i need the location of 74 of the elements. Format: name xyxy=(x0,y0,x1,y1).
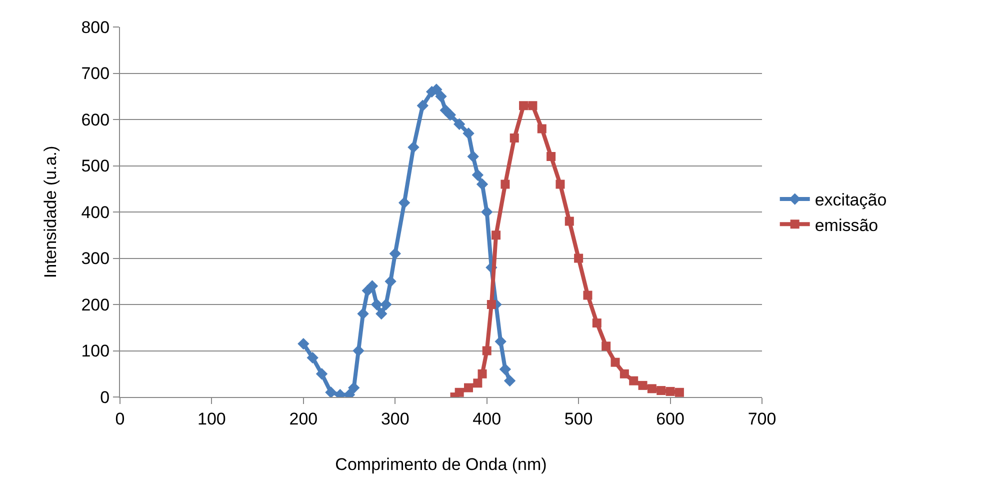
point xyxy=(462,128,474,140)
point xyxy=(556,180,565,189)
y-tick-label: 100 xyxy=(81,342,110,361)
point xyxy=(537,124,546,134)
point xyxy=(656,386,666,396)
point xyxy=(504,374,516,387)
point xyxy=(408,141,420,154)
x-tick-label: 500 xyxy=(564,409,593,428)
y-tick-label: 700 xyxy=(81,64,110,84)
point xyxy=(416,100,429,112)
y-tick-label: 300 xyxy=(81,249,110,268)
y-tick-label: 600 xyxy=(81,110,110,130)
point xyxy=(494,336,506,348)
point xyxy=(583,290,592,300)
x-tick-label: 100 xyxy=(198,409,226,428)
point xyxy=(464,383,474,392)
x-tick-label: 400 xyxy=(472,409,502,428)
point xyxy=(384,276,396,288)
x-tick-label: 700 xyxy=(748,409,776,428)
point xyxy=(298,338,310,350)
point xyxy=(454,388,464,397)
point xyxy=(499,363,512,376)
point xyxy=(376,308,388,320)
x-tick-label: 200 xyxy=(289,409,318,428)
y-tick-label: 200 xyxy=(81,295,110,314)
point xyxy=(316,368,328,380)
point xyxy=(473,378,482,388)
point xyxy=(325,386,337,397)
y-axis-title: Intensidade (u.a.) xyxy=(40,146,60,278)
legend-label: excitação xyxy=(814,190,887,210)
point xyxy=(380,298,392,310)
point xyxy=(629,376,638,386)
point xyxy=(500,180,510,189)
point xyxy=(467,150,479,162)
point xyxy=(620,369,629,378)
x-tick-label: 0 xyxy=(115,409,125,428)
point xyxy=(492,230,501,240)
y-tick-label: 800 xyxy=(81,18,110,37)
point xyxy=(486,300,496,309)
point xyxy=(592,318,602,328)
point xyxy=(674,388,684,397)
legend-label: emissão xyxy=(814,216,878,235)
point xyxy=(435,90,447,102)
x-axis-title: Comprimento de Onda (nm) xyxy=(335,454,547,474)
point xyxy=(370,298,383,310)
x-tick-label: 600 xyxy=(656,409,684,428)
point xyxy=(453,118,466,130)
point xyxy=(574,254,584,263)
point xyxy=(510,134,519,142)
point xyxy=(476,178,488,190)
point xyxy=(348,382,360,394)
y-tick-label: 500 xyxy=(81,156,110,176)
point xyxy=(546,152,556,161)
point xyxy=(638,380,648,390)
point xyxy=(472,169,484,181)
point xyxy=(389,248,401,260)
point xyxy=(357,308,369,320)
point xyxy=(666,386,675,396)
point xyxy=(398,196,410,209)
point xyxy=(610,358,620,367)
point xyxy=(352,344,364,357)
point xyxy=(564,216,574,226)
y-tick-label: 0 xyxy=(100,388,110,407)
y-tick-label: 400 xyxy=(81,202,110,222)
point xyxy=(444,109,456,121)
point xyxy=(602,342,611,351)
point xyxy=(528,101,538,110)
point xyxy=(306,352,318,364)
point xyxy=(519,101,528,110)
point xyxy=(647,384,656,394)
point xyxy=(481,206,493,218)
point xyxy=(478,369,487,378)
point xyxy=(482,346,492,356)
x-tick-label: 300 xyxy=(380,409,410,428)
